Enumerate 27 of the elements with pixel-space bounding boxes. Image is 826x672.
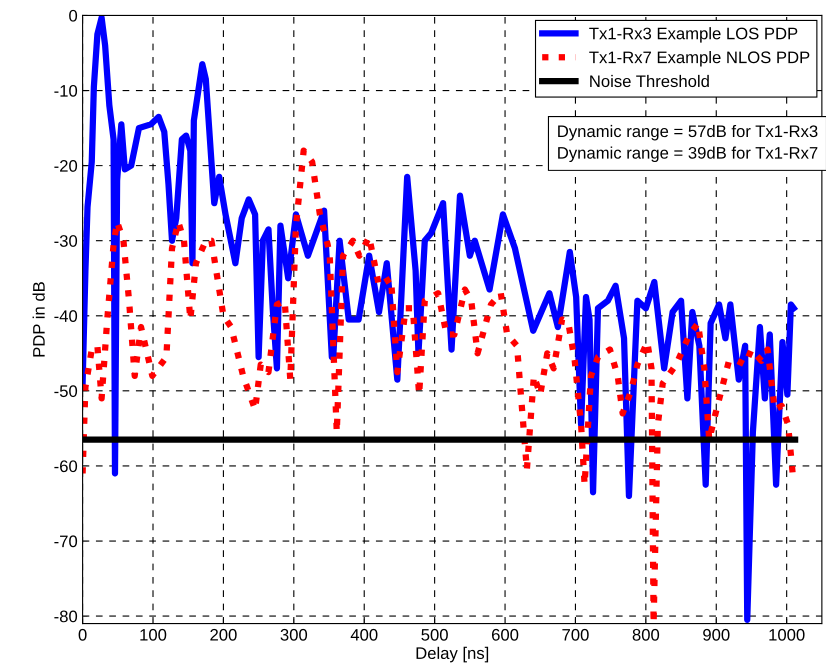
y-axis-title: PDP in dB [32,282,45,356]
y-tick-label: -50 [54,385,78,398]
y-tick-label: -10 [54,84,78,97]
x-tick-label: 500 [421,628,448,641]
annotation: Dynamic range = 39dB for Tx1-Rx7 [558,146,818,162]
legend-label: Noise Threshold [590,74,709,88]
y-tick-label: -20 [54,160,78,172]
y-tick-label: -40 [54,310,78,322]
x-tick-label: 200 [210,628,237,641]
x-tick-label: 0 [78,628,87,641]
x-tick-label: 900 [703,628,730,641]
y-tick-label: -70 [54,535,78,548]
x-tick-label: 700 [562,628,589,641]
legend-label: Tx1-Rx3 Example LOS PDP [589,27,798,43]
x-tick-label: 100 [140,628,166,641]
x-tick-label: 400 [350,628,378,641]
y-tick-label: 0 [69,10,78,22]
annotation: Dynamic range = 57dB for Tx1-Rx3 [558,124,818,140]
legend-label: Tx1-Rx7 Example NLOS PDP [589,50,810,67]
y-tick-label: -30 [54,235,78,247]
y-tick-label: -60 [54,460,78,472]
y-tick-label: -80 [54,610,78,622]
x-tick-label: 1000 [769,628,805,641]
x-tick-label: 300 [280,628,308,641]
x-axis-title: Delay [ns] [416,646,488,662]
x-tick-label: 800 [632,628,660,641]
x-tick-label: 600 [492,628,518,641]
